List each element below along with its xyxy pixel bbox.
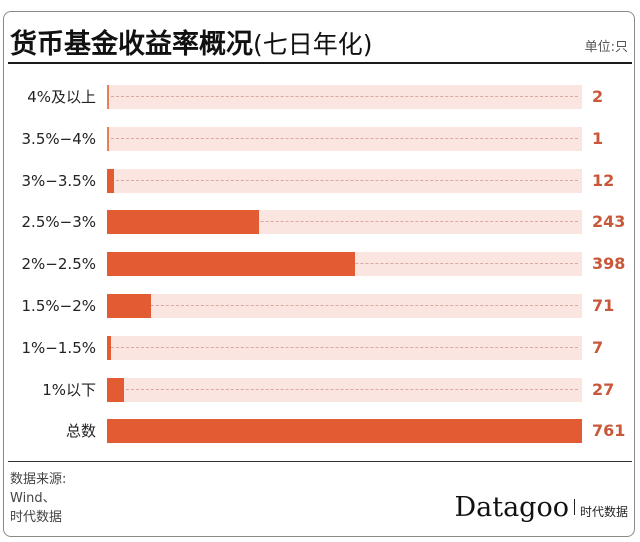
bar-row: 2%−2.5% 398	[0, 252, 640, 277]
value-label: 27	[592, 379, 615, 399]
category-label: 1.5%−2%	[21, 297, 96, 315]
bar-track	[107, 168, 582, 193]
bar-row: 总数 761	[0, 419, 640, 444]
title-sub: (七日年化)	[253, 30, 373, 59]
bar-row: 3.5%−4% 1	[0, 126, 640, 151]
value-label: 12	[592, 170, 615, 190]
chart-frame	[3, 11, 635, 537]
value-label: 2	[592, 87, 604, 106]
dashed-guide	[111, 305, 578, 306]
bar	[107, 210, 259, 235]
category-label: 2%−2.5%	[21, 255, 96, 274]
category-label: 1%以下	[42, 380, 96, 399]
value-label: 243	[592, 212, 626, 232]
bar	[107, 126, 109, 151]
source-line: 时代数据	[10, 510, 63, 525]
dashed-guide	[111, 96, 578, 97]
bar	[107, 252, 356, 277]
title-main: 货币基金收益率概况	[10, 29, 253, 60]
source-note: 数据来源: Wind、 时代数据	[10, 470, 66, 527]
bar	[107, 168, 115, 193]
bar-row: 1.5%−2% 71	[0, 294, 640, 318]
logo-brand: Datagoo	[454, 492, 569, 523]
value-label: 71	[592, 296, 615, 315]
value-label: 7	[592, 337, 604, 357]
bar-row: 1%−1.5% 7	[0, 335, 640, 360]
bar	[107, 294, 152, 318]
category-label: 1%−1.5%	[21, 338, 96, 357]
category-label: 总数	[65, 422, 96, 441]
datagoo-logo: Datagoo 时代数据	[454, 492, 628, 523]
value-label: 761	[592, 421, 626, 441]
value-label: 398	[592, 254, 626, 274]
dashed-guide	[111, 137, 578, 139]
bar	[107, 377, 124, 402]
bar-track	[107, 85, 582, 109]
logo-separator	[573, 499, 575, 515]
bar	[107, 419, 582, 444]
value-label: 1	[592, 128, 604, 148]
bar-track	[107, 335, 582, 360]
header-divider	[8, 62, 632, 64]
category-label: 3%−3.5%	[21, 171, 96, 190]
logo-cn: 时代数据	[579, 505, 628, 519]
category-label: 4%及以上	[27, 88, 96, 106]
dashed-guide	[111, 346, 578, 348]
bar-row: 1%以下 27	[0, 377, 640, 402]
bar	[107, 335, 112, 360]
bar-row: 4%及以上 2	[0, 85, 640, 109]
bar-row: 2.5%−3% 243	[0, 210, 640, 235]
category-label: 3.5%−4%	[21, 129, 96, 148]
footer-divider	[8, 461, 632, 462]
bar-row: 3%−3.5% 12	[0, 168, 640, 193]
dashed-guide	[111, 179, 578, 181]
bar-track	[107, 377, 582, 402]
bar-track	[107, 126, 582, 151]
bar	[107, 85, 109, 109]
source-line: 数据来源:	[10, 472, 67, 487]
dashed-guide	[111, 388, 578, 390]
dashed-guide	[111, 221, 578, 223]
bar-track	[107, 294, 582, 318]
unit-label: 单位:只	[584, 40, 628, 55]
source-line: Wind、	[10, 491, 56, 506]
chart-title: 货币基金收益率概况(七日年化)	[10, 22, 373, 61]
category-label: 2.5%−3%	[21, 213, 96, 232]
